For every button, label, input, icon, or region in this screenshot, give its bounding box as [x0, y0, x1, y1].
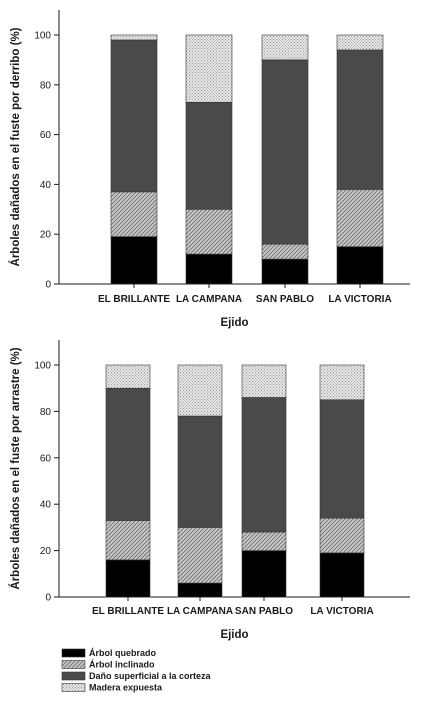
y-tick-label: 100 — [34, 31, 51, 42]
bar-segment-arbol-quebrado — [185, 253, 233, 285]
bar-segment-arbol-quebrado — [110, 236, 158, 285]
y-tick-label: 60 — [40, 130, 52, 141]
x-category-label: LA VICTORIA — [310, 606, 373, 617]
legend-swatch — [61, 648, 86, 658]
bar-segment-arbol-inclinado — [177, 527, 223, 584]
legend-swatch — [61, 660, 86, 669]
bar-segment-arbol-quebrado — [319, 552, 365, 598]
legend-item-arbol-quebrado: Árbol quebrado — [61, 648, 157, 658]
bar-segment-dano-superficial — [336, 49, 384, 190]
bar-segment-arbol-quebrado — [105, 559, 151, 598]
bar-segment-arbol-inclinado — [105, 520, 151, 561]
y-tick-label: 60 — [40, 453, 52, 464]
bar-segment-arbol-inclinado — [241, 531, 287, 551]
bar-segment-arbol-inclinado — [319, 517, 365, 554]
bar-segment-arbol-quebrado — [261, 258, 309, 285]
bar-segment-madera-expuesta — [241, 364, 287, 398]
x-category-label: EL BRILLANTE — [92, 606, 164, 617]
bar-segment-dano-superficial — [185, 101, 233, 210]
x-category-label: LA CAMPANA — [167, 606, 233, 617]
y-tick-label: 100 — [34, 361, 51, 372]
legend-swatch — [61, 671, 86, 681]
legend-item-madera-expuesta: Madera expuesta — [61, 683, 163, 693]
bar-segment-madera-expuesta — [261, 34, 309, 61]
bar-segment-arbol-inclinado — [261, 243, 309, 260]
legend-label: Daño superficial a la corteza — [89, 671, 212, 681]
bar-segment-madera-expuesta — [177, 364, 223, 417]
bar-segment-dano-superficial — [241, 397, 287, 533]
chart-1: 0 20 40 60 80 100 EL BRILLANTE LA CAMPANA SAN PA… — [9, 10, 410, 329]
legend-label: Árbol quebrado — [89, 648, 157, 658]
bar-segment-madera-expuesta — [105, 364, 151, 389]
y-tick-label: 40 — [40, 180, 52, 191]
y-tick-label: 80 — [40, 407, 52, 418]
bar-segment-dano-superficial — [110, 39, 158, 193]
y-axis-title: Árboles dañados en el fuste por derribo … — [9, 27, 22, 266]
y-tick-label: 20 — [40, 546, 52, 557]
y-tick-label: 40 — [40, 500, 52, 511]
bar-segment-arbol-inclinado — [110, 191, 158, 237]
bar-segment-madera-expuesta — [110, 34, 158, 41]
x-category-label: EL BRILLANTE — [98, 294, 170, 305]
legend-swatch — [61, 683, 86, 692]
bar-segment-arbol-quebrado — [241, 550, 287, 598]
bar-segment-arbol-quebrado — [177, 582, 223, 598]
bar-segment-arbol-inclinado — [185, 209, 233, 255]
bar-segment-madera-expuesta — [185, 34, 233, 103]
x-axis-title: Ejido — [220, 317, 248, 329]
chart-2: 0 20 40 60 80 100 EL BRILLANTE LA CAMPANA SAN PA… — [9, 340, 410, 641]
legend-label: Árbol inclinado — [89, 660, 155, 670]
x-category-label: SAN PABLO — [256, 294, 314, 305]
x-category-label: SAN PABLO — [235, 606, 293, 617]
y-axis-title: Árboles dañados en el fuste por arrastre… — [9, 347, 22, 589]
bar-segment-dano-superficial — [177, 415, 223, 528]
legend-label: Madera expuesta — [89, 683, 163, 693]
y-tick-label: 20 — [40, 230, 52, 241]
bar-segment-dano-superficial — [105, 387, 151, 521]
y-tick-label: 80 — [40, 80, 52, 91]
y-tick-label: 0 — [45, 593, 51, 604]
bar-segment-madera-expuesta — [319, 364, 365, 401]
x-category-label: LA VICTORIA — [328, 294, 391, 305]
legend-item-arbol-inclinado: Árbol inclinado — [61, 660, 155, 670]
bar-segment-arbol-inclinado — [336, 189, 384, 247]
y-tick-label: 0 — [45, 280, 51, 291]
bar-segment-dano-superficial — [261, 59, 309, 245]
x-axis-title: Ejido — [220, 629, 248, 641]
x-category-label: LA CAMPANA — [176, 294, 242, 305]
bar-segment-dano-superficial — [319, 399, 365, 519]
legend-item-dano-superficial: Daño superficial a la corteza — [61, 671, 212, 681]
bar-segment-madera-expuesta — [336, 34, 384, 51]
bar-segment-arbol-quebrado — [336, 246, 384, 285]
